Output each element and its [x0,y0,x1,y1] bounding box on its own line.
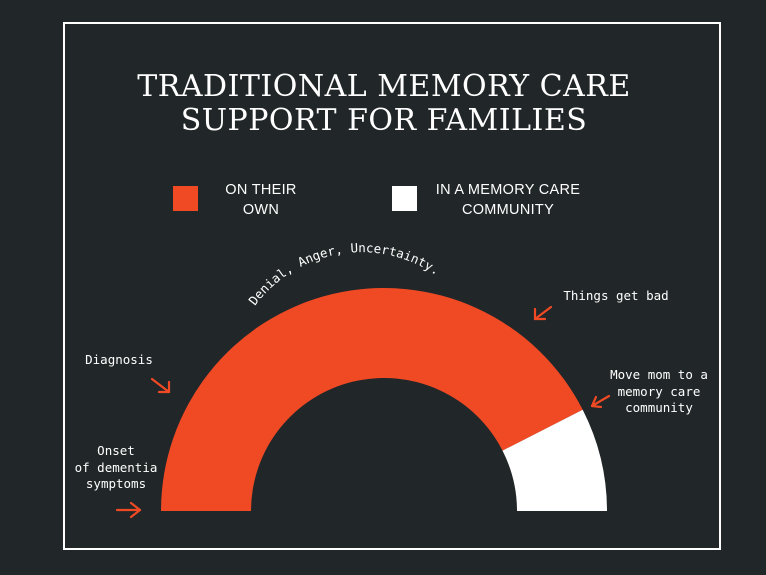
legend-swatch-on-their-own [173,186,198,211]
annotation-diagnosis: Diagnosis [78,352,160,369]
annotation-move-mom-line-3: community [625,400,693,415]
arrow-things-get-bad [533,305,553,321]
annotation-diagnosis-line-1: Diagnosis [85,352,153,367]
annotation-arrows [115,305,611,519]
arrow-move-mom [590,394,611,409]
legend-label-on-their-own-line-2: OWN [242,202,280,218]
white-frame-border [63,22,721,550]
legend-swatch-memory-care-community [392,186,417,211]
legend-label-on-their-own-line-1: ON THEIR [225,182,297,198]
chart-title: TRADITIONAL MEMORY CARE SUPPORT FOR FAMI… [63,70,705,138]
arrow-diagnosis [150,377,171,394]
legend-label-memory-care-line-2: COMMUNITY [461,202,555,218]
legend-label-on-their-own: ON THEIR OWN [205,180,317,220]
donut-slice-1 [502,409,607,511]
annotation-onset-line-3: symptoms [85,476,147,491]
annotation-move-mom-line-1: Move mom to a [610,367,708,382]
chart-title-line-1: TRADITIONAL MEMORY CARE [137,69,631,104]
arrow-onset [115,501,142,519]
legend-label-memory-care-community: IN A MEMORY CARE COMMUNITY [428,180,588,220]
annotation-onset-of-dementia: Onset of dementia symptoms [68,443,164,493]
annotation-things-get-bad-line-1: Things get bad [563,288,669,303]
annotation-move-mom: Move mom to a memory care community [606,367,712,417]
donut-slice-0 [161,288,583,511]
annotation-things-get-bad: Things get bad [560,288,672,305]
chart-title-line-2: SUPPORT FOR FAMILIES [180,103,588,138]
legend-label-memory-care-line-1: IN A MEMORY CARE [435,182,581,198]
annotation-onset-line-1: Onset [97,443,135,458]
donut-slices [161,288,607,511]
annotation-move-mom-line-2: memory care [617,383,701,399]
annotation-onset-line-2: of dementia [74,459,158,475]
